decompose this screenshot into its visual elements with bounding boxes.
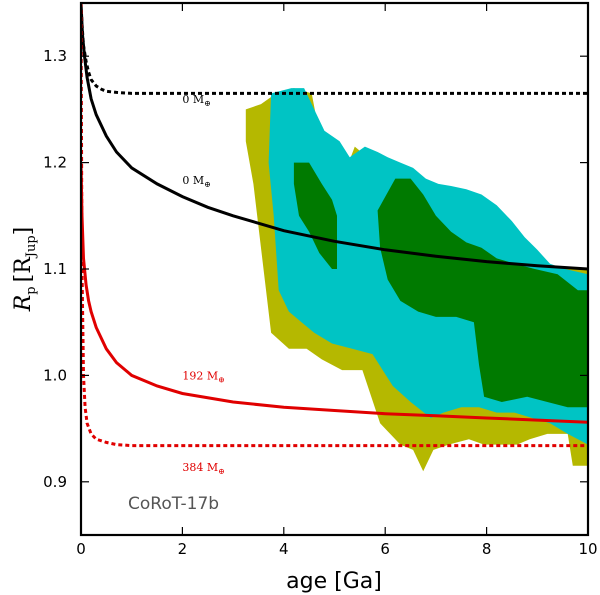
- y-axis-close: ]: [11, 227, 36, 236]
- y-axis-symbol-sub: p: [24, 286, 39, 294]
- y-tick-label-1.1: 1.1: [43, 260, 67, 278]
- x-tick-label-4: 4: [279, 540, 289, 558]
- series-line-2: [81, 162, 588, 424]
- x-tick-label-6: 6: [380, 540, 390, 558]
- y-axis-unit-sub: Jup: [24, 235, 39, 259]
- x-tick-label-8: 8: [482, 540, 492, 558]
- series-line-0: [81, 3, 588, 95]
- x-axis-label: age [Ga]: [286, 569, 382, 594]
- x-tick-label-2: 2: [178, 540, 188, 558]
- series-label-2: 192 M⊕: [182, 370, 224, 385]
- y-tick-label-1.3: 1.3: [43, 47, 67, 65]
- y-tick-label-1.2: 1.2: [43, 154, 67, 172]
- series-label-3: 384 M⊕: [182, 461, 224, 476]
- svg-text:Rp[RJup]: Rp [RJup]: [11, 227, 39, 313]
- y-tick-label-0.9: 0.9: [43, 473, 67, 491]
- region-inner-b: [377, 178, 588, 408]
- planet-name: CoRoT-17b: [128, 494, 219, 514]
- x-tick-label-10: 10: [578, 540, 597, 558]
- series-label-0: 0 M⊕: [182, 93, 210, 108]
- y-axis-symbol: R: [11, 295, 36, 313]
- y-tick-label-1: 1.0: [43, 366, 67, 384]
- y-axis-label: Rp [RJup]: [11, 227, 39, 313]
- axis-ticks: 0 2 4 6 8 10 0.9 1.0 1.1 1.2 1.3: [43, 3, 598, 558]
- region-inner-a: [293, 162, 337, 269]
- x-tick-label-0: 0: [76, 540, 86, 558]
- series-label-1: 0 M⊕: [182, 174, 210, 189]
- confidence-regions: [245, 88, 588, 472]
- curve-labels: 0 M⊕ 0 M⊕ 192 M⊕ 384 M⊕: [182, 93, 224, 476]
- series-line-1: [81, 3, 588, 271]
- y-axis-unit: [R: [11, 256, 36, 283]
